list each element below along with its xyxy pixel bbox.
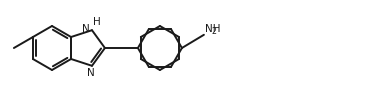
Text: 2: 2 [212,27,217,36]
Text: H: H [93,17,101,27]
Text: N: N [82,24,90,34]
Text: N: N [87,68,95,78]
Text: NH: NH [205,24,220,34]
